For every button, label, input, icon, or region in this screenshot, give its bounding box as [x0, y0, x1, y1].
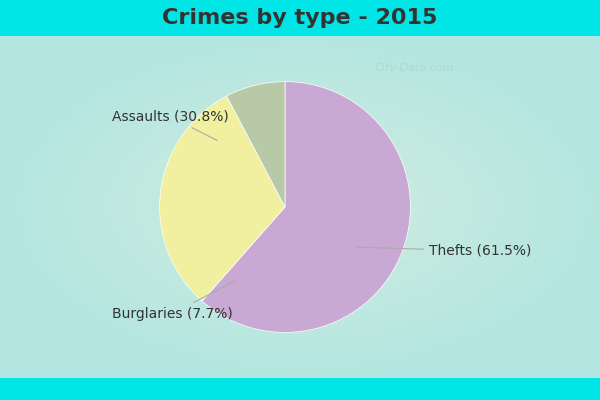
Wedge shape [160, 96, 285, 301]
Text: Assaults (30.8%): Assaults (30.8%) [112, 110, 229, 140]
Wedge shape [202, 82, 410, 332]
Text: Thefts (61.5%): Thefts (61.5%) [357, 244, 532, 258]
Text: Crimes by type - 2015: Crimes by type - 2015 [163, 8, 437, 28]
Text: City-Data.com: City-Data.com [375, 63, 454, 73]
Text: Burglaries (7.7%): Burglaries (7.7%) [112, 281, 235, 320]
Wedge shape [227, 82, 285, 207]
